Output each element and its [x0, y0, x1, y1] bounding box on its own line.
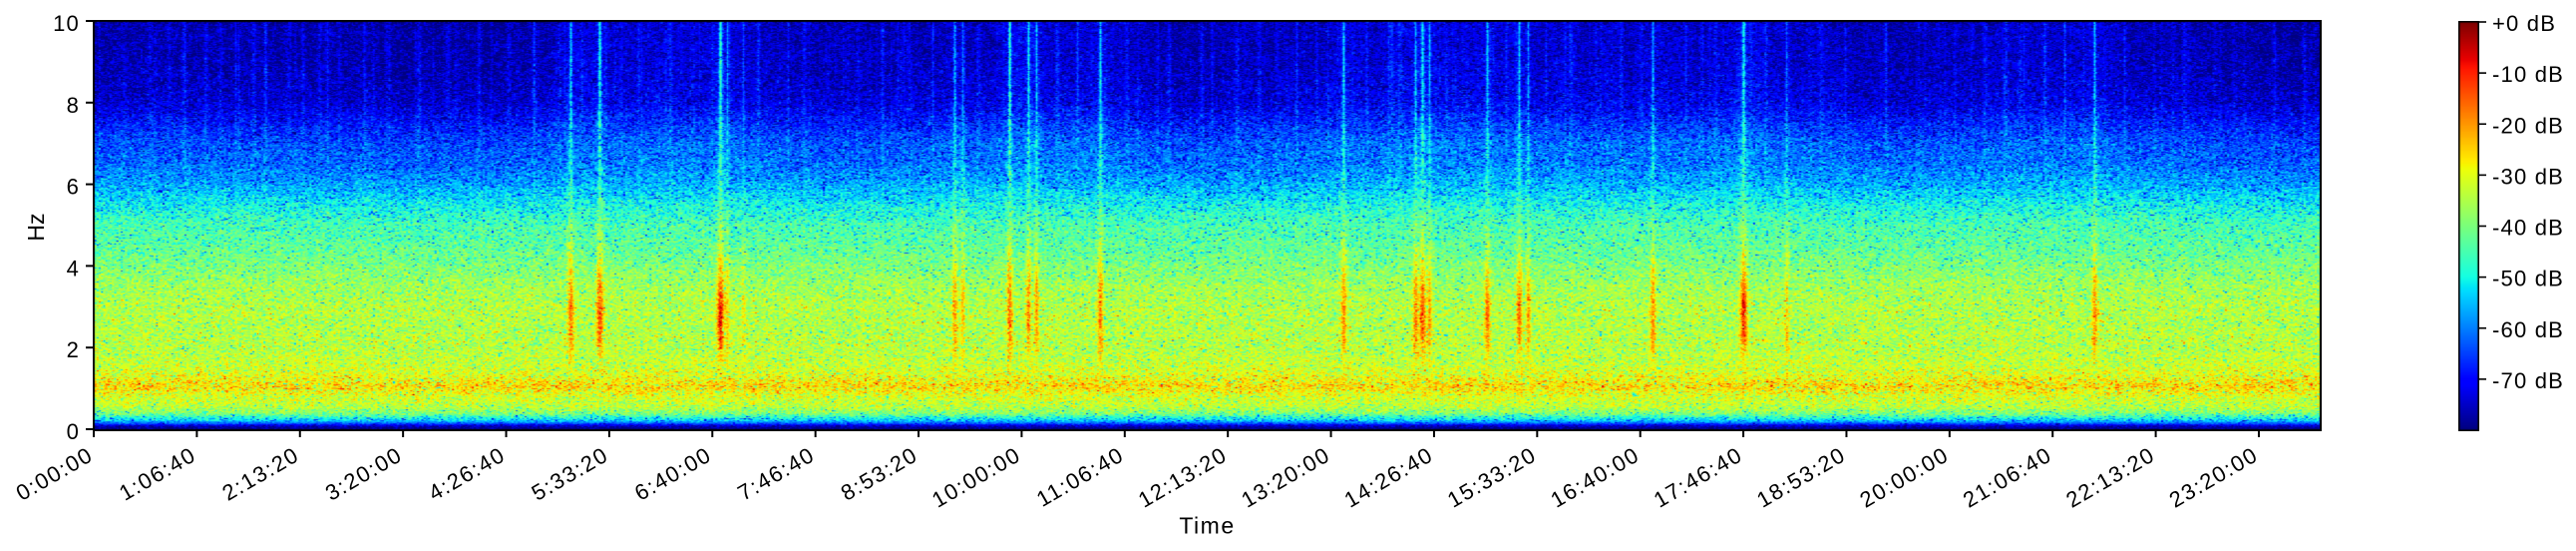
svg-text:6:40:00: 6:40:00 — [630, 442, 716, 506]
svg-text:5:33:20: 5:33:20 — [528, 442, 613, 506]
svg-text:6: 6 — [67, 175, 80, 200]
svg-text:8:53:20: 8:53:20 — [837, 442, 922, 506]
svg-text:20:00:00: 20:00:00 — [1856, 442, 1954, 513]
svg-text:18:53:20: 18:53:20 — [1752, 442, 1850, 513]
svg-text:1:06:40: 1:06:40 — [115, 442, 200, 506]
svg-text:17:46:40: 17:46:40 — [1650, 442, 1747, 513]
svg-text:11:06:40: 11:06:40 — [1032, 442, 1128, 512]
svg-text:0:00:00: 0:00:00 — [12, 442, 98, 506]
svg-text:Hz: Hz — [23, 213, 49, 241]
svg-text:-70 dB: -70 dB — [2492, 368, 2564, 393]
svg-text:8: 8 — [67, 93, 80, 118]
svg-text:4:26:40: 4:26:40 — [424, 442, 510, 506]
svg-text:-50 dB: -50 dB — [2492, 267, 2564, 291]
svg-text:16:40:00: 16:40:00 — [1546, 442, 1644, 513]
svg-text:21:06:40: 21:06:40 — [1959, 442, 2056, 513]
svg-text:23:20:00: 23:20:00 — [2165, 442, 2263, 513]
svg-text:+0 dB: +0 dB — [2492, 11, 2556, 36]
svg-text:2:13:20: 2:13:20 — [218, 442, 304, 506]
svg-text:0: 0 — [67, 419, 80, 444]
svg-text:-40 dB: -40 dB — [2492, 216, 2564, 241]
svg-text:3:20:00: 3:20:00 — [321, 442, 407, 506]
svg-text:15:33:20: 15:33:20 — [1443, 442, 1541, 513]
svg-text:12:13:20: 12:13:20 — [1134, 442, 1232, 513]
svg-text:14:26:40: 14:26:40 — [1340, 442, 1438, 513]
svg-text:-10 dB: -10 dB — [2492, 62, 2564, 87]
svg-text:7:46:40: 7:46:40 — [733, 442, 819, 506]
svg-text:-60 dB: -60 dB — [2492, 317, 2564, 342]
svg-text:-20 dB: -20 dB — [2492, 113, 2564, 138]
svg-text:13:20:00: 13:20:00 — [1237, 442, 1334, 513]
svg-text:22:13:20: 22:13:20 — [2061, 442, 2159, 513]
svg-text:-30 dB: -30 dB — [2492, 164, 2564, 189]
svg-text:2: 2 — [67, 337, 80, 362]
svg-text:10: 10 — [53, 11, 80, 36]
svg-text:4: 4 — [67, 256, 80, 280]
svg-text:Time: Time — [1179, 513, 1235, 539]
svg-text:10:00:00: 10:00:00 — [927, 442, 1025, 513]
